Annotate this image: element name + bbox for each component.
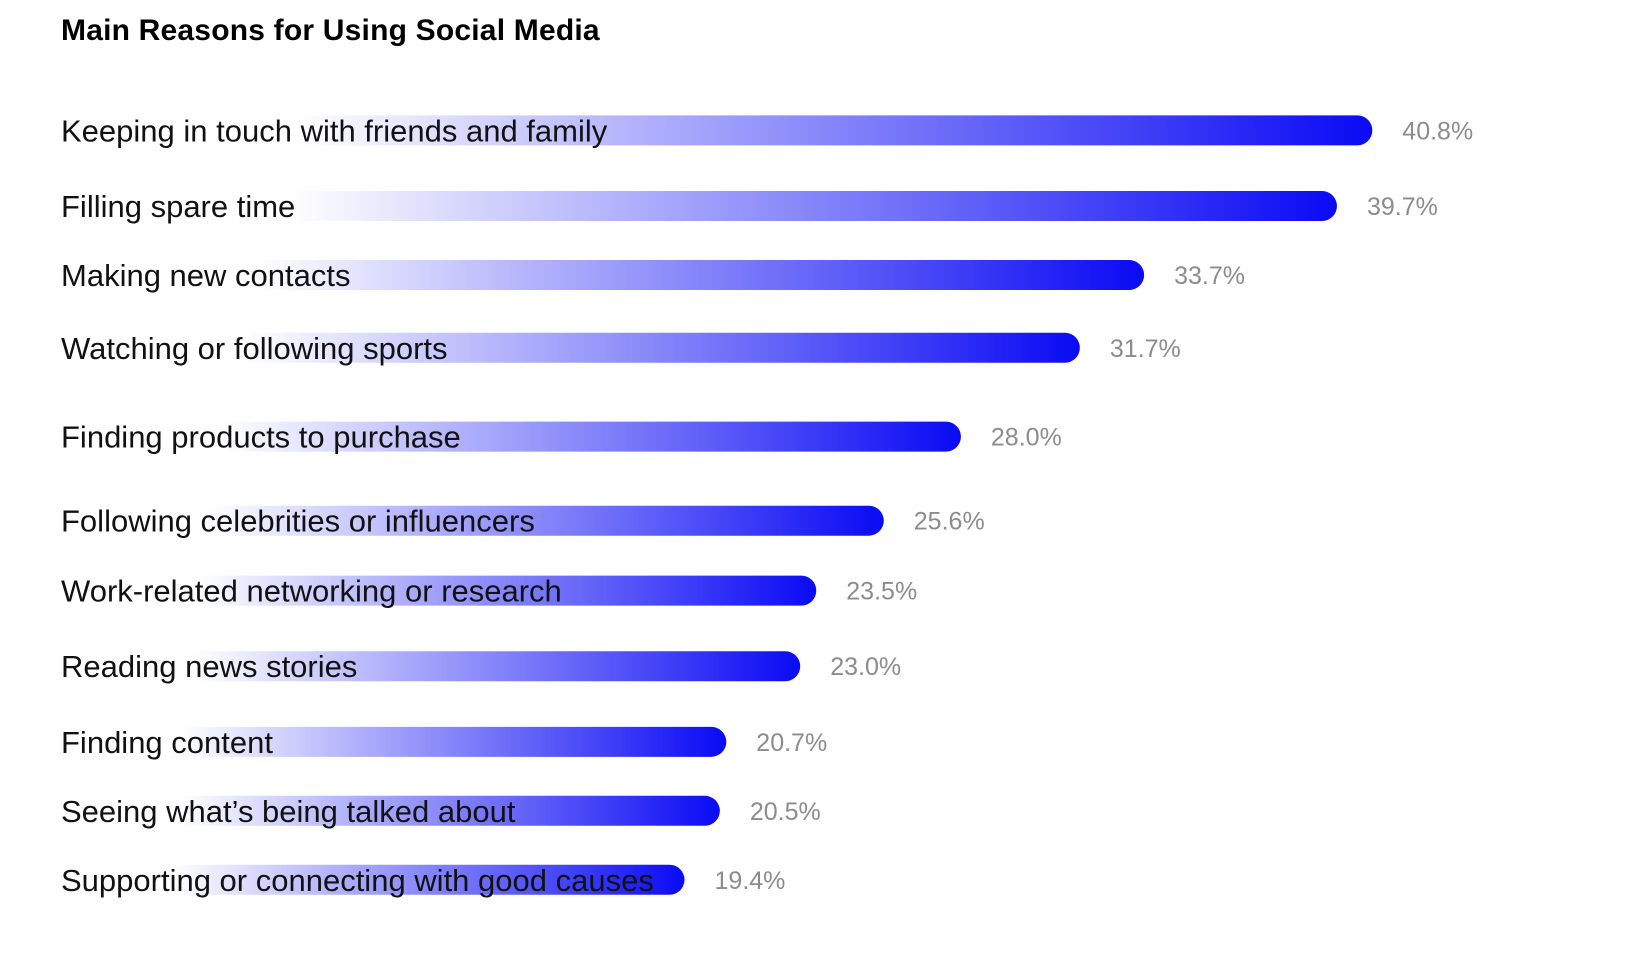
- bar: [61, 259, 1145, 290]
- category-label: Making new contacts: [61, 258, 350, 293]
- category-label: Watching or following sports: [61, 331, 448, 366]
- value-label: 40.8%: [1402, 117, 1473, 145]
- category-label: Supporting or connecting with good cause…: [61, 863, 654, 898]
- bar: [61, 726, 727, 757]
- category-label: Finding products to purchase: [61, 420, 461, 455]
- value-label: 23.0%: [830, 653, 901, 681]
- value-label: 31.7%: [1110, 335, 1181, 363]
- value-label: 19.4%: [715, 867, 786, 895]
- category-label: Filling spare time: [61, 189, 295, 224]
- bar: [61, 651, 801, 682]
- value-label: 23.5%: [846, 578, 917, 606]
- bar-row: Keeping in touch with friends and family…: [61, 113, 1473, 148]
- bar-row: Seeing what’s being talked about 20.5%: [61, 794, 821, 829]
- value-label: 20.5%: [750, 798, 821, 826]
- category-label: Following celebrities or influencers: [61, 504, 535, 539]
- bar-row: Making new contacts 33.7%: [61, 258, 1245, 293]
- bar-row: Reading news stories 23.0%: [61, 649, 901, 684]
- bar-row: Finding products to purchase 28.0%: [61, 420, 1062, 455]
- category-label: Work-related networking or research: [61, 574, 562, 609]
- value-label: 25.6%: [914, 508, 985, 536]
- bar: [61, 421, 961, 452]
- bar: [61, 795, 720, 826]
- bar: [61, 505, 884, 536]
- category-label: Seeing what’s being talked about: [61, 794, 516, 829]
- bar-row: Work-related networking or research 23.5%: [61, 574, 917, 609]
- value-label: 20.7%: [756, 729, 827, 757]
- bar-row: Supporting or connecting with good cause…: [61, 863, 785, 898]
- value-label: 28.0%: [991, 424, 1062, 452]
- bar: [61, 191, 1337, 222]
- value-label: 39.7%: [1367, 193, 1438, 221]
- category-label: Reading news stories: [61, 649, 357, 684]
- bars-layer: Keeping in touch with friends and family…: [61, 113, 1473, 898]
- bar: [61, 864, 685, 895]
- category-label: Keeping in touch with friends and family: [61, 113, 608, 148]
- value-label: 33.7%: [1174, 262, 1245, 290]
- bar-row: Filling spare time 39.7%: [61, 189, 1438, 224]
- category-label: Finding content: [61, 725, 273, 760]
- bar-row: Following celebrities or influencers 25.6…: [61, 504, 985, 539]
- bar: [61, 115, 1373, 146]
- bar-row: Watching or following sports 31.7%: [61, 331, 1181, 366]
- chart-title: Main Reasons for Using Social Media: [61, 14, 600, 47]
- bar-row: Finding content 20.7%: [61, 725, 827, 760]
- bar: [61, 575, 817, 606]
- bar: [61, 332, 1080, 363]
